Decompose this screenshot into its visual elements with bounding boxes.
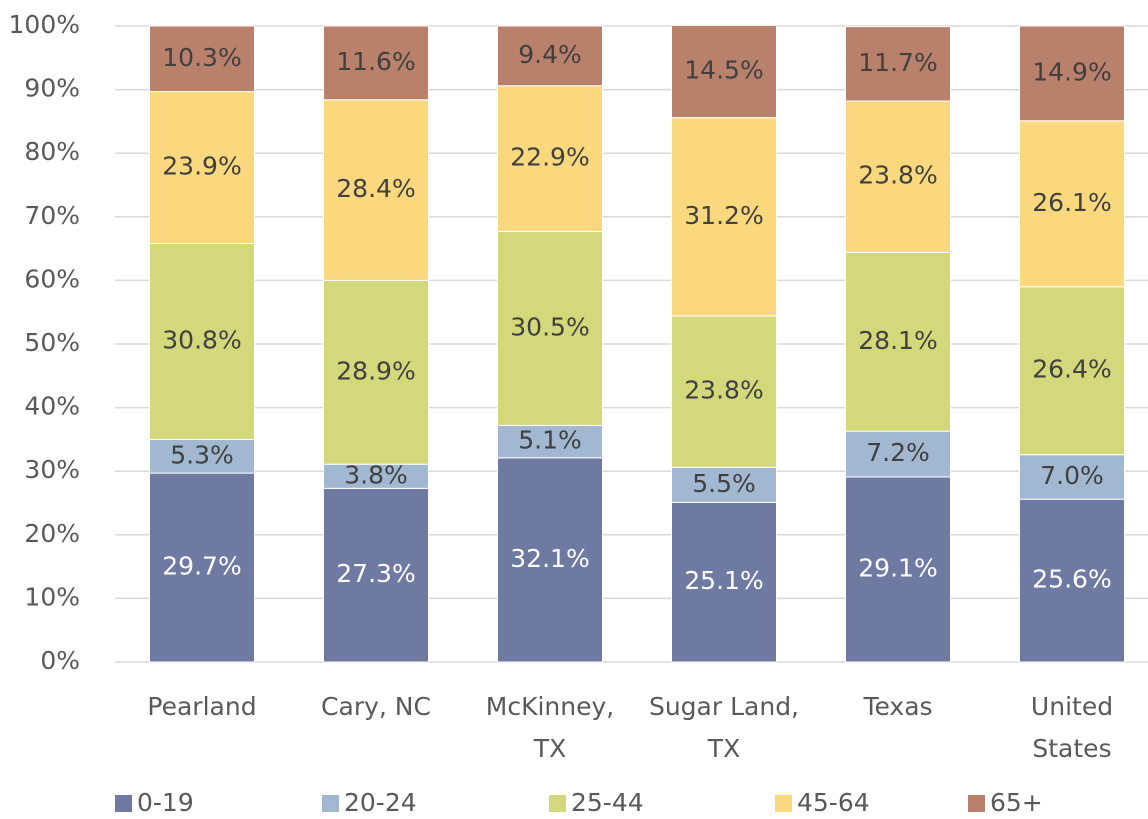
y-tick-label: 0% — [40, 646, 80, 675]
bar-segment — [845, 26, 951, 102]
bar-segment — [671, 117, 777, 317]
data-label: 5.3% — [170, 440, 234, 469]
data-label: 28.4% — [336, 174, 415, 203]
bar-segment — [149, 438, 255, 474]
bar-segment — [323, 487, 429, 663]
data-label: 11.7% — [858, 48, 937, 77]
bar-segment — [671, 466, 777, 503]
data-label: 9.4% — [518, 40, 582, 69]
data-label: 27.3% — [336, 559, 415, 588]
x-tick-label: United States — [1031, 692, 1113, 763]
bar-segment — [1019, 454, 1125, 500]
data-label: 22.9% — [510, 143, 589, 172]
bar-segment — [845, 251, 951, 432]
bar-segment — [149, 91, 255, 245]
data-label: 14.9% — [1032, 57, 1111, 86]
legend-label: 25-44 — [571, 788, 644, 817]
bar-segment — [323, 279, 429, 465]
data-label: 7.2% — [866, 438, 930, 467]
y-tick-label: 70% — [24, 201, 80, 230]
data-label: 25.1% — [684, 566, 763, 595]
bar-segment — [845, 100, 951, 253]
y-tick-label: 60% — [24, 264, 80, 293]
data-label: 30.5% — [510, 312, 589, 341]
data-label: 14.5% — [684, 55, 763, 84]
data-label: 23.8% — [858, 161, 937, 190]
legend-swatch — [775, 795, 792, 812]
legend-label: 65+ — [990, 788, 1043, 817]
bar-segment — [497, 25, 603, 87]
data-label: 26.4% — [1032, 355, 1111, 384]
y-tick-label: 10% — [24, 582, 80, 611]
bar-segment — [323, 99, 429, 281]
data-label: 5.5% — [692, 469, 756, 498]
bar-segment — [845, 476, 951, 663]
legend-swatch — [322, 795, 339, 812]
legend-label: 20-24 — [344, 788, 417, 817]
data-label: 23.9% — [162, 152, 241, 181]
bar-segment — [497, 457, 603, 663]
bar-segment — [149, 472, 255, 663]
data-label: 10.3% — [162, 43, 241, 72]
bar-segment — [671, 315, 777, 468]
bar-segment — [1019, 498, 1125, 663]
legend-swatch — [968, 795, 985, 812]
data-label: 31.2% — [684, 201, 763, 230]
y-tick-label: 100% — [9, 10, 80, 39]
bar-segment — [671, 24, 777, 119]
x-tick-label: Texas — [862, 692, 932, 721]
bar-segment — [1019, 120, 1125, 288]
x-tick-label: Cary, NC — [321, 692, 431, 721]
bar-segment — [1019, 286, 1125, 456]
data-label: 5.1% — [518, 426, 582, 455]
legend-swatch — [115, 795, 132, 812]
data-label: 3.8% — [344, 460, 408, 489]
bar-segment — [149, 243, 255, 440]
data-label: 28.9% — [336, 356, 415, 385]
y-tick-label: 40% — [24, 392, 80, 421]
y-tick-label: 80% — [24, 137, 80, 166]
bar-segment — [497, 424, 603, 459]
y-tick-label: 50% — [24, 328, 80, 357]
data-label: 23.8% — [684, 376, 763, 405]
data-label: 28.1% — [858, 326, 937, 355]
bar-segment — [323, 25, 429, 101]
bar-segment — [149, 25, 255, 93]
data-label: 26.1% — [1032, 188, 1111, 217]
legend-label: 0-19 — [137, 788, 194, 817]
data-label: 32.1% — [510, 544, 589, 573]
y-tick-label: 90% — [24, 74, 80, 103]
bar-segment — [497, 85, 603, 232]
legend-swatch — [549, 795, 566, 812]
data-label: 29.1% — [858, 553, 937, 582]
data-label: 11.6% — [336, 47, 415, 76]
data-label: 7.0% — [1040, 461, 1104, 490]
bar-segment — [671, 501, 777, 663]
x-tick-label: Pearland — [147, 692, 256, 721]
y-tick-label: 20% — [24, 519, 80, 548]
x-tick-label: Sugar Land, TX — [649, 692, 799, 763]
data-label: 29.7% — [162, 552, 241, 581]
y-tick-label: 30% — [24, 455, 80, 484]
data-label: 30.8% — [162, 325, 241, 354]
data-label: 25.6% — [1032, 565, 1111, 594]
x-tick-label: McKinney, TX — [486, 692, 614, 763]
legend-label: 45-64 — [797, 788, 870, 817]
bar-segment — [497, 230, 603, 426]
bar-segment — [1019, 25, 1125, 122]
